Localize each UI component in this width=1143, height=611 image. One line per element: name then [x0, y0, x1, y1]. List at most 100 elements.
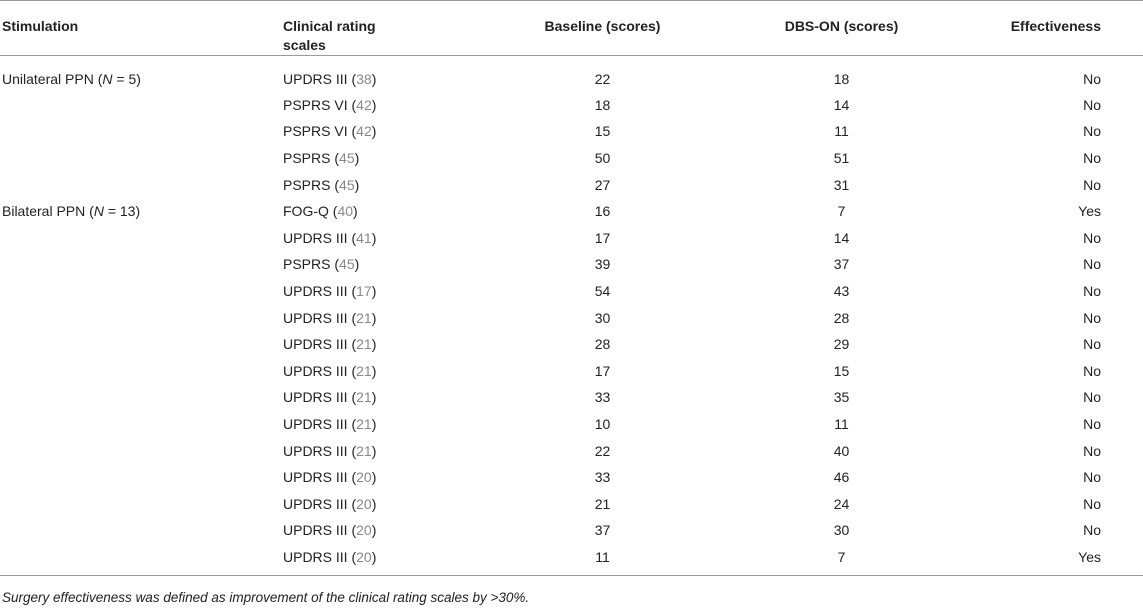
cell-effectiveness: No [1083, 123, 1101, 140]
table-row: UPDRS III (21) 10 11 No [0, 411, 1143, 438]
table-row: UPDRS III (20) 21 24 No [0, 490, 1143, 517]
scale-name: UPDRS III [283, 282, 348, 299]
reference-link[interactable]: 45 [339, 176, 355, 193]
reference-link[interactable]: 20 [356, 522, 372, 539]
reference-link[interactable]: 38 [356, 70, 372, 87]
cell-dbs-on: 29 [833, 336, 850, 353]
cell-stimulation [0, 224, 277, 251]
scale-name: UPDRS III [283, 442, 348, 459]
cell-baseline: 28 [594, 336, 611, 353]
reference-link[interactable]: 21 [356, 389, 372, 406]
cell-clinical-scale: UPDRS III (41) [283, 229, 377, 246]
cell-effectiveness: No [1083, 70, 1101, 87]
table-row: PSPRS VI (42) 15 11 No [0, 118, 1143, 145]
reference-link[interactable]: 21 [356, 442, 372, 459]
table-footnote: Surgery effectiveness was defined as imp… [2, 590, 530, 605]
cell-stimulation [0, 145, 277, 172]
cell-clinical-scale: UPDRS III (21) [283, 362, 377, 379]
cell-dbs-on: 35 [833, 389, 850, 406]
table-row: Bilateral PPN (N = 13) FOG-Q (40) 16 7 Yes [0, 198, 1143, 225]
cell-effectiveness: Yes [1078, 203, 1101, 220]
scale-name: UPDRS III [283, 336, 348, 353]
header-stimulation: Stimulation [0, 0, 277, 56]
reference-link[interactable]: 17 [356, 282, 372, 299]
reference-link[interactable]: 40 [337, 203, 354, 220]
reference-link[interactable]: 21 [356, 336, 372, 353]
cell-dbs-on: 7 [837, 203, 846, 220]
reference-link[interactable]: 42 [356, 123, 372, 140]
reference-link[interactable]: 42 [356, 96, 372, 113]
group-label-n: N [102, 70, 113, 87]
cell-effectiveness: Yes [962, 543, 1143, 577]
table-row: UPDRS III (21) 17 15 No [0, 357, 1143, 384]
cell-clinical-scale: UPDRS III (21) [283, 442, 377, 459]
scale-name: UPDRS III [283, 229, 348, 246]
cell-effectiveness: No [1083, 309, 1101, 326]
cell-baseline: 18 [594, 96, 611, 113]
cell-stimulation [0, 464, 277, 491]
table-row: PSPRS (45) 50 51 No [0, 145, 1143, 172]
cell-effectiveness: No [1083, 256, 1101, 273]
cell-effectiveness: No [1083, 522, 1101, 539]
reference-link[interactable]: 20 [356, 549, 372, 566]
scale-name: FOG-Q [283, 203, 329, 220]
cell-effectiveness: No [1083, 229, 1101, 246]
cell-stimulation [0, 331, 277, 358]
scale-name: UPDRS III [283, 415, 348, 432]
group-label-post: = 5) [112, 70, 141, 87]
reference-link[interactable]: 20 [356, 495, 372, 512]
table-row: UPDRS III (21) 28 29 No [0, 331, 1143, 358]
cell-clinical-scale: UPDRS III (21) [283, 389, 377, 406]
cell-effectiveness: No [1083, 336, 1101, 353]
cell-dbs-on: 46 [833, 469, 850, 486]
cell-dbs-on: 40 [833, 442, 850, 459]
group-label-post: = 13) [103, 203, 141, 220]
cell-baseline: 39 [594, 256, 611, 273]
cell-stimulation [0, 411, 277, 438]
reference-link[interactable]: 21 [356, 415, 372, 432]
scale-name: UPDRS III [283, 70, 348, 87]
cell-dbs-on: 28 [833, 309, 850, 326]
reference-link[interactable]: 41 [356, 229, 372, 246]
cell-clinical-scale: UPDRS III (20) [283, 522, 377, 539]
table-row: UPDRS III (17) 54 43 No [0, 278, 1143, 305]
cell-baseline: 16 [594, 203, 611, 220]
group-label-pre: Bilateral PPN ( [2, 203, 94, 220]
cell-baseline: 22 [594, 70, 611, 87]
table-row: UPDRS III (21) 22 40 No [0, 437, 1143, 464]
cell-dbs-on: 15 [833, 362, 850, 379]
cell-stimulation: Unilateral PPN (N = 5) [0, 56, 277, 92]
cell-dbs-on: 11 [834, 415, 849, 432]
scale-name: PSPRS VI [283, 96, 348, 113]
reference-link[interactable]: 45 [339, 256, 355, 273]
cell-baseline: 17 [594, 362, 611, 379]
cell-stimulation [0, 543, 277, 577]
cell-stimulation [0, 118, 277, 145]
cell-dbs-on: 14 [833, 96, 850, 113]
reference-link[interactable]: 20 [356, 469, 372, 486]
cell-stimulation [0, 171, 277, 198]
table-row: UPDRS III (20) 11 7 Yes [0, 543, 1143, 577]
cell-clinical-scale: PSPRS VI (42) [283, 96, 377, 113]
header-effectiveness: Effectiveness [962, 0, 1143, 56]
cell-clinical-scale: PSPRS (45) [283, 256, 360, 273]
cell-baseline: 50 [594, 149, 611, 166]
scale-name: UPDRS III [283, 362, 348, 379]
cell-stimulation [0, 490, 277, 517]
reference-link[interactable]: 45 [339, 149, 355, 166]
cell-clinical-scale: UPDRS III (21) [283, 415, 377, 432]
scale-name: UPDRS III [283, 469, 348, 486]
cell-baseline: 33 [594, 469, 611, 486]
group-label-pre: Unilateral PPN ( [2, 70, 103, 87]
cell-dbs-on: 14 [833, 229, 850, 246]
reference-link[interactable]: 21 [356, 309, 372, 326]
cell-baseline: 11 [484, 543, 721, 577]
cell-dbs-on: 11 [834, 123, 849, 140]
header-baseline: Baseline (scores) [484, 0, 721, 56]
reference-link[interactable]: 21 [356, 362, 372, 379]
table-row: UPDRS III (21) 30 28 No [0, 304, 1143, 331]
cell-stimulation [0, 384, 277, 411]
header-scales-line1: Clinical rating [283, 18, 376, 34]
cell-clinical-scale: UPDRS III (20) [283, 495, 377, 512]
